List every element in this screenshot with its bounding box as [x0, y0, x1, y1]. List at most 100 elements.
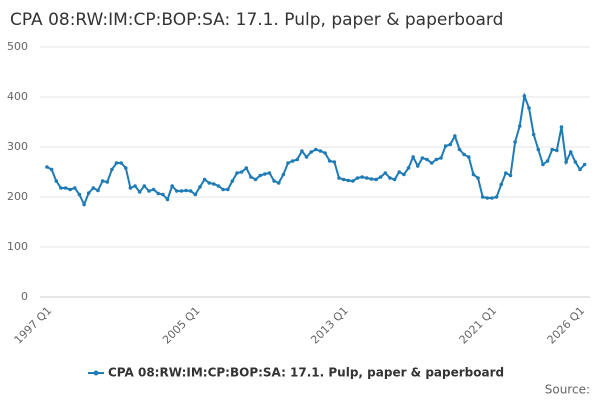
data-point	[471, 172, 476, 177]
data-point	[179, 189, 184, 193]
data-point	[536, 147, 541, 152]
legend-marker	[93, 370, 99, 376]
data-point	[369, 177, 374, 181]
data-point	[63, 186, 68, 190]
y-tick-label: 100	[7, 240, 28, 253]
data-point	[184, 188, 188, 193]
data-point	[504, 171, 508, 175]
data-point	[415, 164, 420, 168]
data-point	[582, 162, 587, 167]
data-point	[453, 134, 457, 138]
data-point	[522, 94, 527, 98]
data-point	[564, 160, 568, 164]
y-tick-label: 0	[21, 290, 28, 303]
data-point	[91, 186, 96, 190]
data-point	[188, 189, 193, 193]
data-point	[119, 161, 123, 165]
data-point	[480, 195, 485, 199]
data-point	[360, 175, 364, 179]
data-point	[434, 157, 439, 162]
data-point	[290, 159, 295, 163]
data-point	[272, 179, 276, 183]
data-point	[151, 187, 156, 192]
y-tick-label: 500	[7, 40, 28, 53]
data-point	[448, 142, 453, 147]
data-point	[100, 179, 105, 183]
data-point	[54, 179, 59, 183]
data-point	[545, 159, 550, 163]
data-point	[165, 197, 170, 202]
data-point	[249, 175, 253, 179]
x-tick-label: 2005 Q1	[160, 304, 203, 347]
x-tick-label: 2026 Q1	[545, 304, 588, 347]
data-point	[300, 149, 304, 153]
data-point	[383, 171, 388, 175]
data-point	[485, 196, 490, 200]
data-point	[286, 161, 290, 165]
data-point	[541, 162, 545, 167]
data-point	[443, 144, 448, 148]
data-point	[531, 132, 536, 137]
data-point	[304, 155, 309, 159]
legend-label: CPA 08:RW:IM:CP:BOP:SA: 17.1. Pulp, pape…	[108, 366, 504, 380]
data-point	[170, 184, 174, 188]
data-point	[73, 186, 77, 190]
data-point	[221, 187, 225, 192]
data-point	[378, 175, 383, 179]
data-point	[517, 124, 522, 128]
data-point	[263, 172, 267, 176]
data-point	[45, 165, 49, 169]
data-point	[578, 167, 582, 172]
data-point	[411, 155, 415, 159]
data-point	[133, 184, 137, 188]
data-point	[156, 191, 161, 196]
data-point	[110, 167, 114, 172]
x-tick-label: 2013 Q1	[308, 304, 351, 347]
data-point	[392, 177, 397, 182]
data-point	[96, 188, 100, 193]
data-point	[323, 151, 327, 155]
data-point	[332, 160, 337, 164]
data-point	[114, 161, 119, 165]
chart-title: CPA 08:RW:IM:CP:BOP:SA: 17.1. Pulp, pape…	[10, 10, 503, 30]
data-point	[425, 157, 429, 162]
data-point	[490, 196, 494, 200]
data-point	[230, 179, 235, 183]
x-tick-label: 1997 Q1	[12, 304, 55, 347]
data-point	[253, 177, 258, 182]
data-point	[499, 182, 504, 187]
data-point	[309, 150, 313, 154]
data-point	[239, 170, 244, 174]
data-point	[365, 176, 369, 180]
data-point	[513, 140, 517, 144]
data-point	[351, 179, 355, 183]
data-point	[388, 176, 392, 180]
data-point	[202, 177, 207, 182]
y-tick-label: 400	[7, 90, 28, 103]
data-point	[402, 172, 406, 177]
data-point	[462, 152, 466, 157]
data-point	[207, 181, 212, 185]
data-point	[374, 177, 378, 182]
data-point	[397, 170, 402, 174]
data-point	[337, 176, 341, 180]
data-point	[466, 155, 471, 159]
data-point	[49, 167, 54, 172]
data-point	[77, 192, 82, 197]
data-point	[568, 150, 573, 154]
data-point	[267, 171, 272, 175]
data-point	[193, 192, 198, 197]
data-point	[346, 178, 351, 183]
data-point	[318, 149, 323, 153]
data-point	[216, 184, 221, 188]
data-point	[314, 147, 318, 152]
data-point	[457, 147, 462, 152]
data-point	[128, 186, 133, 190]
data-point	[59, 186, 63, 190]
data-point	[573, 160, 578, 164]
data-point	[494, 195, 499, 199]
data-point	[82, 202, 86, 207]
data-point	[161, 192, 165, 197]
data-point	[174, 189, 179, 193]
